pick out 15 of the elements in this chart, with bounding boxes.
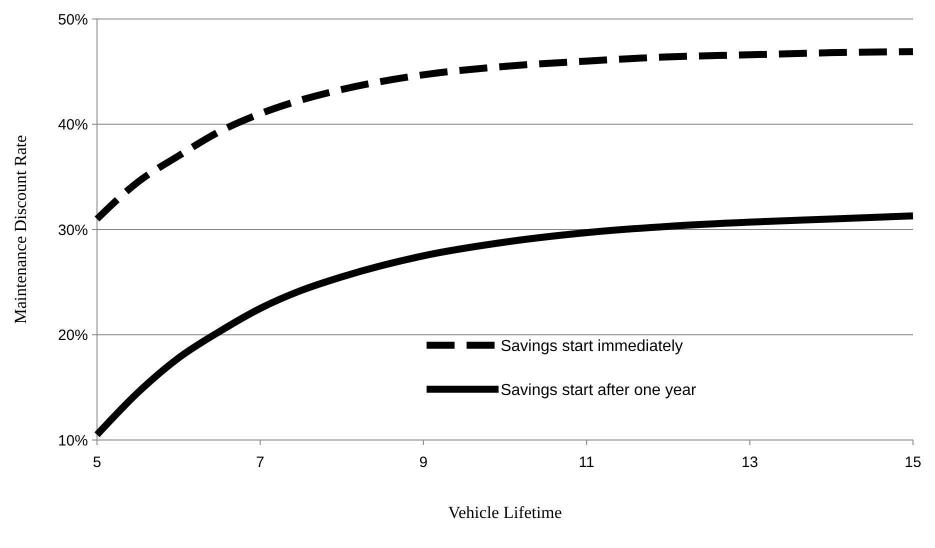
y-tick-label: 10%: [58, 432, 88, 450]
legend-label: Savings start after one year: [500, 382, 697, 399]
y-tick-label: 30%: [58, 222, 88, 239]
y-tick-label: 50%: [58, 11, 88, 28]
y-tick-label: 40%: [58, 116, 88, 134]
x-tick-label: 11: [578, 454, 594, 471]
x-tick-label: 13: [741, 454, 758, 471]
x-tick-label: 15: [904, 454, 922, 471]
x-tick-label: 5: [92, 454, 102, 471]
x-axis-title: Vehicle Lifetime: [448, 503, 562, 522]
x-tick-label: 7: [256, 454, 264, 471]
y-axis-title: Maintenance Discount Rate: [11, 135, 30, 324]
y-tick-label: 20%: [58, 327, 88, 344]
legend-label: Savings start immediately: [500, 338, 683, 355]
x-tick-label: 9: [419, 454, 428, 471]
